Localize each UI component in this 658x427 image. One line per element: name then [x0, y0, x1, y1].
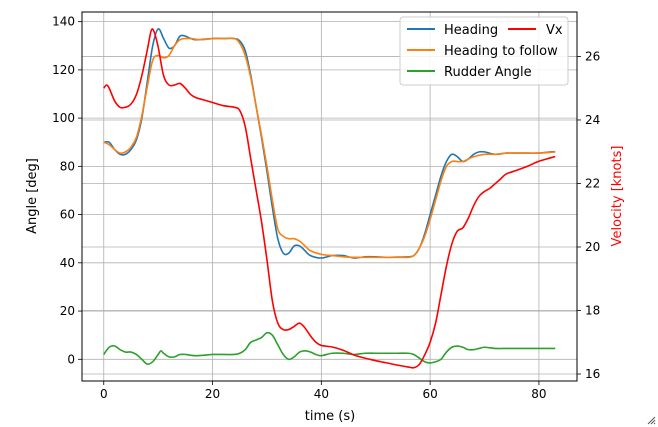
x-tick-label: 0: [100, 387, 108, 401]
x-tick-label: 20: [205, 387, 220, 401]
legend-vx-label: Vx: [546, 23, 563, 38]
x-tick-label: 80: [531, 387, 546, 401]
y-left-tick-label: 40: [60, 256, 75, 270]
series-lines: [103, 28, 556, 369]
y-left-tick-label: 60: [60, 208, 75, 222]
rudder-angle-line: [103, 331, 556, 365]
plot-frame: [81, 11, 578, 382]
legend-main: Heading Heading to follow Rudder Angle: [399, 16, 569, 86]
y-left-tick-label: 100: [52, 111, 75, 125]
vx-line: [103, 28, 556, 369]
y-left-tick-label: 120: [52, 63, 75, 77]
x-axis-label: time (s): [305, 409, 355, 424]
x-tick-label: 60: [422, 387, 437, 401]
y-right-tick-label: 24: [585, 113, 600, 127]
legend-main-box: [399, 16, 569, 86]
legend-rudder-label: Rudder Angle: [444, 65, 532, 80]
y-right-tick-label: 22: [585, 176, 600, 190]
y-left-tick-label: 80: [60, 159, 75, 173]
y-right-tick-label: 18: [585, 304, 600, 318]
y-left-tick-label: 0: [67, 352, 75, 366]
y-right-tick-label: 16: [585, 367, 600, 381]
legend-right: Vx: [508, 23, 563, 38]
y-axis-right-label: Velocity [knots]: [610, 146, 625, 247]
y-left-tick-label: 20: [60, 304, 75, 318]
legend-heading-label: Heading: [444, 23, 498, 38]
axis-ticks: 0 20 40 60 80 0 20 40 60 80 100 120 140 16 18 20 22 24 26: [52, 15, 600, 401]
y-right-tick-label: 26: [585, 49, 600, 63]
y-left-tick-label: 140: [52, 15, 75, 29]
x-tick-label: 40: [314, 387, 329, 401]
resize-grip-icon[interactable]: [646, 415, 656, 425]
y-axis-left-label: Angle [deg]: [25, 158, 40, 234]
legend-heading-to-follow-label: Heading to follow: [444, 44, 558, 59]
y-right-tick-label: 20: [585, 240, 600, 254]
